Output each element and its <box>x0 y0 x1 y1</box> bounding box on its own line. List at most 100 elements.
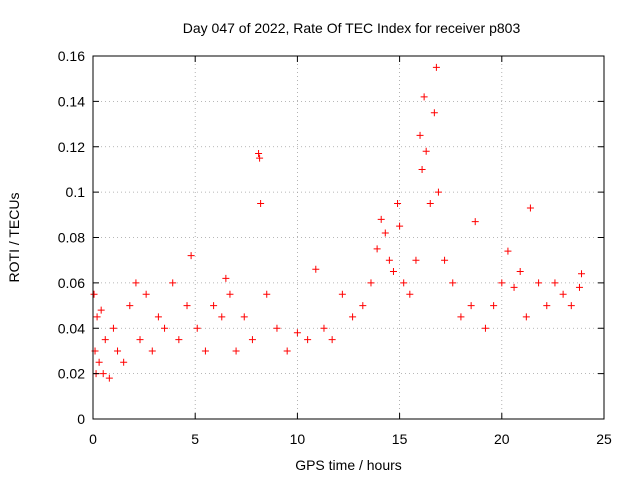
data-point <box>338 290 346 298</box>
data-point <box>430 109 438 117</box>
data-point <box>99 370 107 378</box>
data-point <box>218 313 226 321</box>
y-tick-label: 0.1 <box>66 184 86 200</box>
data-point <box>498 279 506 287</box>
y-tick-label: 0.04 <box>58 320 85 336</box>
x-tick-label: 5 <box>191 431 199 447</box>
axis-ticks: 0 5 10 15 20 25 0 0.02 0.04 0.06 0.08 0.1 0.12 0.14 0.… <box>58 48 612 447</box>
x-tick-label: 15 <box>392 431 408 447</box>
data-point <box>273 324 281 332</box>
data-point <box>232 347 240 355</box>
data-point <box>412 256 420 264</box>
data-point <box>381 229 389 237</box>
data-point <box>406 290 414 298</box>
data-point <box>97 306 105 314</box>
y-tick-label: 0.06 <box>58 275 85 291</box>
data-point <box>349 313 357 321</box>
chart-title: Day 047 of 2022, Rate Of TEC Index for r… <box>183 20 521 36</box>
data-point <box>377 215 385 223</box>
data-point <box>396 222 404 230</box>
y-tick-label: 0.14 <box>58 93 85 109</box>
y-tick-label: 0.08 <box>58 230 85 246</box>
data-point <box>575 283 583 291</box>
data-point <box>283 347 291 355</box>
data-point <box>257 199 265 207</box>
data-point <box>222 274 230 282</box>
data-point <box>394 199 402 207</box>
data-point <box>449 279 457 287</box>
data-point <box>201 347 209 355</box>
data-point <box>516 268 524 276</box>
data-point <box>114 347 122 355</box>
data-point <box>441 256 449 264</box>
data-point <box>481 324 489 332</box>
data-point <box>175 336 183 344</box>
data-point <box>457 313 465 321</box>
x-tick-label: 0 <box>89 431 97 447</box>
data-point <box>400 279 408 287</box>
data-point <box>471 218 479 226</box>
data-point <box>328 336 336 344</box>
data-point <box>535 279 543 287</box>
data-point <box>120 358 128 366</box>
data-point <box>418 165 426 173</box>
data-points <box>90 63 586 382</box>
data-point <box>359 302 367 310</box>
data-point <box>367 279 375 287</box>
data-point <box>312 265 320 273</box>
data-point <box>385 256 393 264</box>
grid-lines <box>93 56 604 419</box>
data-point <box>90 290 98 298</box>
data-point <box>95 358 103 366</box>
data-point <box>126 302 134 310</box>
data-point <box>426 199 434 207</box>
data-point <box>169 279 177 287</box>
data-point <box>193 324 201 332</box>
data-point <box>422 147 430 155</box>
y-tick-label: 0.16 <box>58 48 85 64</box>
data-point <box>389 268 397 276</box>
data-point <box>105 374 113 382</box>
data-point <box>434 188 442 196</box>
y-tick-label: 0.12 <box>58 139 85 155</box>
data-point <box>256 154 264 162</box>
data-point <box>248 336 256 344</box>
data-point <box>543 302 551 310</box>
data-point <box>559 290 567 298</box>
data-point <box>293 329 301 337</box>
data-point <box>578 270 586 278</box>
data-point <box>132 279 140 287</box>
data-point <box>304 336 312 344</box>
data-point <box>161 324 169 332</box>
data-point <box>93 313 101 321</box>
data-point <box>490 302 498 310</box>
data-point <box>148 347 156 355</box>
data-point <box>416 131 424 139</box>
data-point <box>240 313 248 321</box>
y-tick-label: 0 <box>77 411 85 427</box>
data-point <box>101 336 109 344</box>
data-point <box>183 302 191 310</box>
data-point <box>255 150 263 158</box>
data-point <box>526 204 534 212</box>
data-point <box>154 313 162 321</box>
data-point <box>320 324 328 332</box>
data-point <box>226 290 234 298</box>
data-point <box>522 313 530 321</box>
data-point <box>567 302 575 310</box>
data-point <box>432 63 440 71</box>
data-point <box>373 245 381 253</box>
data-point <box>510 283 518 291</box>
data-point <box>187 252 195 260</box>
data-point <box>551 279 559 287</box>
x-tick-label: 20 <box>494 431 510 447</box>
y-tick-label: 0.02 <box>58 366 85 382</box>
data-point <box>142 290 150 298</box>
data-point <box>136 336 144 344</box>
x-tick-label: 25 <box>596 431 612 447</box>
x-tick-label: 10 <box>290 431 306 447</box>
data-point <box>467 302 475 310</box>
data-point <box>504 247 512 255</box>
